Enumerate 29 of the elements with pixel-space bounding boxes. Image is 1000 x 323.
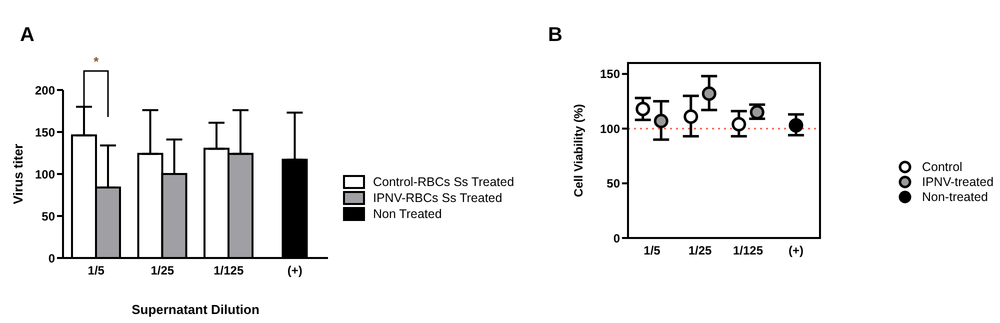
legend-label: Control-RBCs Ss Treated — [373, 175, 514, 189]
x-tick-label: 1/5 — [644, 244, 661, 258]
y-tick-label: 150 — [600, 67, 620, 82]
x-tick-label: (+) — [287, 264, 302, 278]
x-tick-label: 1/125 — [214, 264, 244, 278]
legend-label: IPNV-RBCs Ss Treated — [373, 191, 502, 205]
y-tick-label: 100 — [34, 167, 56, 182]
text: * — [92, 54, 100, 69]
y-tick-label: 50 — [606, 176, 620, 191]
x-tick-label: (+) — [788, 244, 804, 258]
y-tick-label: 50 — [42, 209, 56, 224]
y-axis-title: Cell Viability (%) — [571, 104, 586, 198]
chart-title: B — [548, 24, 562, 47]
legend-label: Control — [922, 160, 962, 174]
x-tick-label: 1/25 — [150, 264, 174, 278]
y-tick-label: 200 — [34, 83, 56, 98]
y-tick-label: 0 — [613, 231, 620, 246]
legend-label: Non-treated — [922, 190, 988, 204]
legend-label: IPNV-treated — [922, 174, 994, 188]
legend-label: Non Treated — [373, 207, 442, 221]
x-tick-label: 1/5 — [88, 264, 105, 278]
y-tick-label: 0 — [48, 251, 56, 266]
y-tick-label: 100 — [600, 122, 620, 136]
y-tick-label: 150 — [34, 125, 56, 140]
x-tick-label: 1/125 — [732, 244, 764, 258]
chart-title: A — [20, 24, 34, 47]
y-axis-title: Virus titer — [10, 144, 26, 204]
x-axis-title: Supernatant Dilution — [130, 302, 260, 317]
x-tick-label: 1/25 — [688, 244, 712, 258]
